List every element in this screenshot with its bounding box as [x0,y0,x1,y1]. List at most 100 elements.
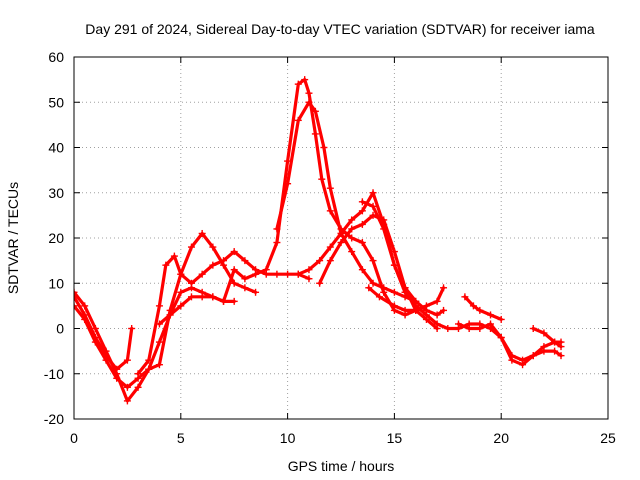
data-point [305,98,313,106]
data-point [305,89,313,97]
data-point [348,248,356,256]
data-point [81,311,89,319]
data-point [375,293,383,301]
data-point [294,116,302,124]
data-point [348,216,356,224]
data-point [529,352,537,360]
data-point [529,325,537,332]
data-point [390,302,398,310]
data-point [348,234,356,242]
data-point [74,302,78,310]
x-tick-label: 10 [280,430,296,446]
data-point [369,211,377,219]
data-point [198,229,206,237]
data-point [369,202,377,210]
data-point [540,343,548,351]
data-point [155,302,163,310]
series-track-13 [531,326,563,349]
data-point [273,225,281,233]
data-point [241,284,249,292]
data-point [508,356,516,364]
data-point [358,239,366,247]
data-point [170,252,178,260]
series-track-11 [456,322,563,367]
data-point [444,325,452,332]
data-point [365,284,373,292]
data-point [487,320,495,328]
data-point [311,107,319,115]
data-point [198,270,206,278]
data-point [380,225,388,233]
data-point [230,297,238,305]
data-point [440,306,448,314]
data-point [284,270,292,278]
data-point [440,284,448,292]
data-point [326,243,334,251]
data-point [469,302,477,310]
data-point [241,257,249,265]
tick-marks [73,56,609,420]
data-point [177,302,185,310]
data-point [476,306,484,314]
chart-title: Day 291 of 2024, Sidereal Day-to-day VTE… [85,21,595,37]
y-tick-label: 20 [48,230,64,246]
data-point [198,293,206,301]
data-point [123,356,131,364]
y-axis-label: SDTVAR / TECUs [5,182,21,294]
data-point [220,257,228,265]
data-point [187,279,195,287]
data-point [305,266,313,274]
y-tick-label: -20 [44,411,64,427]
data-point [113,374,121,382]
series-track-2 [74,231,258,389]
data-point [230,266,238,274]
data-point [358,198,366,206]
data-point [401,284,409,292]
data-point [318,175,326,183]
data-point [113,365,121,373]
x-tick-label: 25 [600,430,616,446]
x-tick-label: 0 [70,430,78,446]
data-point [81,302,89,310]
data-point [102,352,110,360]
data-point [252,288,260,296]
data-point [358,207,366,215]
series-track-7 [296,191,563,362]
data-point [177,288,185,296]
data-point [134,370,142,378]
data-point [187,293,195,301]
data-point [316,257,324,265]
data-point [337,229,345,237]
data-point [294,80,302,88]
data-point [230,279,238,287]
data-point [358,266,366,274]
data-point [145,356,153,364]
data-point [551,347,559,355]
data-point [209,293,217,301]
data-point [540,329,548,337]
data-point [209,243,217,251]
y-tick-label: 30 [48,185,64,201]
data-point [422,306,430,314]
data-point [369,257,377,265]
data-point [557,352,565,360]
series-track-4 [136,250,311,376]
data-point [337,239,345,247]
data-point [476,325,484,332]
data-point [316,279,324,287]
data-point [162,261,170,269]
data-point [497,334,505,342]
series-track-3 [74,295,134,371]
data-point [412,297,420,305]
series-track-12 [463,295,503,321]
data-point [454,320,462,328]
data-point [433,325,441,332]
y-tick-labels: -20 -10 0 10 20 30 40 50 60 [44,49,64,427]
data-point [273,270,281,278]
x-tick-label: 20 [493,430,509,446]
data-point [284,180,292,188]
data-point [128,325,136,332]
data-point [230,248,238,256]
data-point [369,279,377,287]
